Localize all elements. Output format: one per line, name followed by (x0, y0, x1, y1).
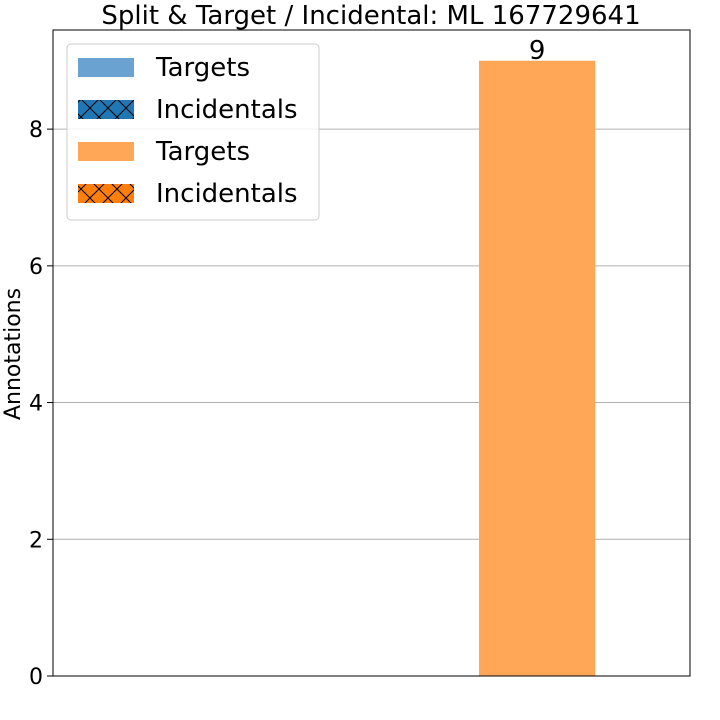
legend: Targets Incidentals Targets Incidentals (66, 43, 320, 221)
legend-label: Incidentals (156, 179, 298, 209)
y-tick-label: 0 (29, 665, 43, 690)
y-axis-ticks: 0 2 4 6 8 (29, 118, 53, 690)
legend-swatch (78, 142, 134, 161)
legend-label: Incidentals (156, 95, 298, 125)
y-tick-label: 6 (29, 255, 43, 280)
legend-box (66, 43, 320, 221)
chart-title: Split & Target / Incidental: ML 16772964… (101, 1, 640, 31)
data-labels: 9 (529, 36, 546, 66)
legend-swatch (78, 58, 134, 77)
bar-value-label: 9 (529, 36, 546, 66)
legend-label: Targets (155, 53, 250, 83)
y-tick-label: 4 (29, 392, 43, 417)
bars (478, 60, 596, 677)
plot-frame (52, 29, 691, 677)
y-tick-label: 2 (29, 528, 43, 553)
y-tick-label: 8 (29, 118, 43, 143)
bar-targets-1 (478, 60, 596, 677)
y-axis-label: Annotations (1, 288, 26, 420)
legend-label: Targets (155, 137, 250, 167)
legend-swatch-hatch (78, 100, 134, 119)
legend-swatch-hatch (78, 184, 134, 203)
